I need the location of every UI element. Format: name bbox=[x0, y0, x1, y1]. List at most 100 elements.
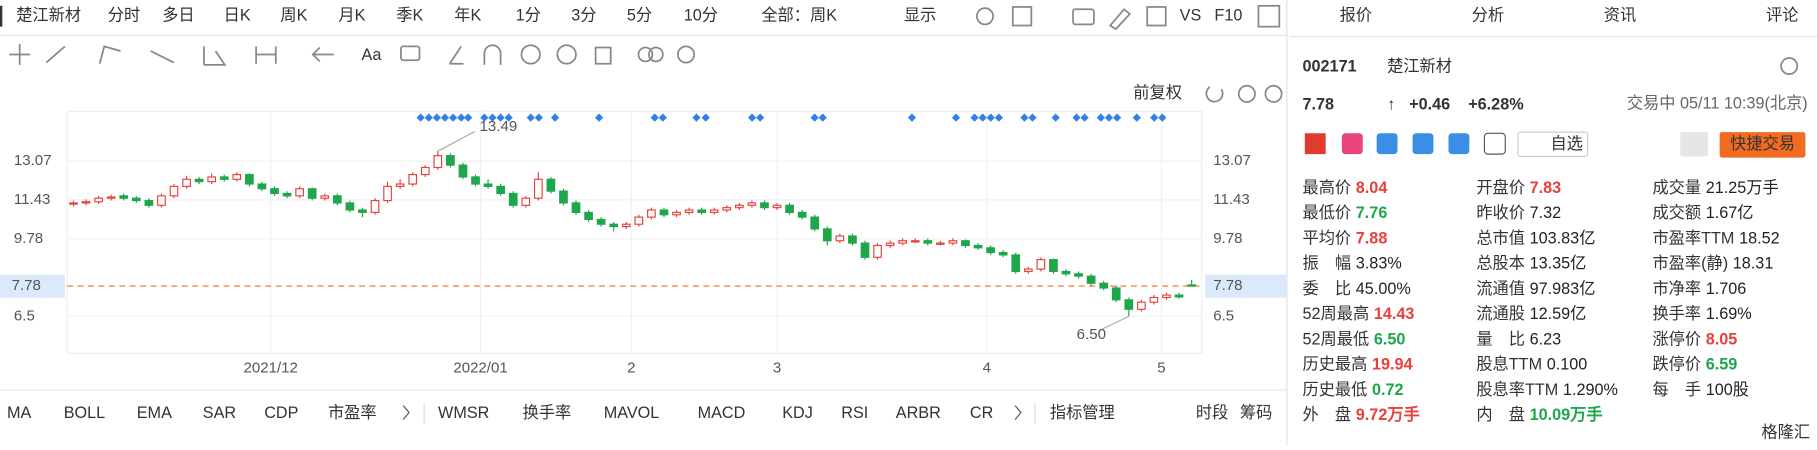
period-tab[interactable]: 10分 bbox=[684, 7, 718, 25]
event-marker[interactable] bbox=[986, 113, 995, 122]
event-marker[interactable] bbox=[1096, 113, 1105, 122]
event-marker[interactable] bbox=[457, 113, 466, 122]
side-tool[interactable]: 时段 bbox=[1196, 404, 1228, 422]
event-marker[interactable] bbox=[692, 113, 701, 122]
stock-name[interactable]: 楚江新材 bbox=[16, 7, 81, 25]
indicator-tab[interactable]: MAVOL bbox=[604, 404, 660, 422]
panel-tab[interactable]: 资讯 bbox=[1604, 7, 1636, 25]
event-marker[interactable] bbox=[1028, 113, 1037, 122]
compare[interactable]: VS bbox=[1180, 7, 1202, 25]
event-marker[interactable] bbox=[994, 113, 1003, 122]
icon-3[interactable] bbox=[1376, 133, 1398, 155]
hide-icon[interactable] bbox=[556, 44, 577, 65]
channel-icon[interactable] bbox=[98, 45, 121, 64]
event-marker[interactable] bbox=[424, 113, 433, 122]
camera-icon[interactable] bbox=[1072, 8, 1095, 26]
event-marker[interactable] bbox=[970, 113, 979, 122]
display-menu[interactable]: 显示 bbox=[904, 7, 936, 25]
bell-button[interactable] bbox=[1680, 132, 1709, 157]
event-marker[interactable] bbox=[416, 113, 425, 122]
event-marker[interactable] bbox=[810, 113, 819, 122]
event-marker[interactable] bbox=[1072, 113, 1081, 122]
period-tab[interactable]: 年K bbox=[454, 7, 481, 25]
arrow-icon[interactable] bbox=[311, 46, 334, 63]
event-marker[interactable] bbox=[1051, 113, 1060, 122]
event-marker[interactable] bbox=[526, 113, 535, 122]
watchlist-label[interactable]: 自选 bbox=[1550, 135, 1582, 153]
event-marker[interactable] bbox=[464, 113, 473, 122]
overlay-icon[interactable] bbox=[637, 46, 654, 63]
indicator-tab[interactable]: KDJ bbox=[782, 404, 813, 422]
adjust-mode[interactable]: 前复权 bbox=[1133, 84, 1182, 102]
overlay-icon-2[interactable] bbox=[648, 46, 664, 63]
icon-5[interactable] bbox=[1448, 133, 1470, 155]
panel-tab[interactable]: 分析 bbox=[1472, 7, 1504, 25]
indicator-tab[interactable]: BOLL bbox=[64, 404, 105, 422]
indicator-tab[interactable]: MA bbox=[7, 404, 32, 422]
event-marker[interactable] bbox=[432, 113, 441, 122]
zoom-out[interactable] bbox=[1237, 84, 1256, 103]
indicator-tab[interactable]: CR bbox=[970, 404, 993, 422]
period-tab[interactable]: 5分 bbox=[627, 7, 652, 25]
icon-6[interactable] bbox=[1483, 132, 1506, 155]
delete-icon[interactable] bbox=[594, 46, 612, 65]
panel-tab[interactable]: 报价 bbox=[1340, 7, 1372, 25]
more-arrow[interactable] bbox=[1014, 405, 1022, 420]
reset-icon[interactable] bbox=[1205, 86, 1224, 103]
wave-icon[interactable] bbox=[150, 50, 175, 64]
period-tab[interactable]: 分时 bbox=[108, 7, 140, 25]
fib-icon[interactable] bbox=[203, 46, 227, 66]
range-icon[interactable] bbox=[255, 46, 277, 64]
indicator-tab[interactable]: ARBR bbox=[896, 404, 941, 422]
indicator-tab[interactable]: 换手率 bbox=[523, 404, 572, 422]
indicator-tab[interactable]: CDP bbox=[264, 404, 298, 422]
indicator-tab[interactable]: SAR bbox=[203, 404, 236, 422]
box-icon[interactable] bbox=[1011, 6, 1033, 27]
fullscreen-icon[interactable] bbox=[1146, 6, 1167, 27]
event-marker[interactable] bbox=[650, 113, 659, 122]
icon-4[interactable] bbox=[1412, 133, 1434, 155]
indicator-tab[interactable]: RSI bbox=[841, 404, 868, 422]
move-icon[interactable] bbox=[9, 44, 31, 65]
font-tool[interactable]: Aa bbox=[362, 46, 383, 64]
watchlist-button[interactable] bbox=[1517, 131, 1589, 158]
indicator-tab[interactable]: EMA bbox=[137, 404, 172, 422]
f10[interactable]: F10 bbox=[1214, 7, 1242, 25]
indicator-manage[interactable]: 指标管理 bbox=[1050, 404, 1115, 422]
lock-icon[interactable] bbox=[520, 44, 541, 65]
period-tab[interactable]: 3分 bbox=[571, 7, 596, 25]
period-tab[interactable]: 日K bbox=[224, 7, 251, 25]
flag-icon[interactable] bbox=[1304, 133, 1326, 155]
event-marker[interactable] bbox=[440, 113, 450, 122]
period-tab[interactable]: 月K bbox=[338, 7, 365, 25]
indicator-tab[interactable]: MACD bbox=[698, 404, 746, 422]
event-marker[interactable] bbox=[1020, 113, 1029, 122]
zoom-in[interactable] bbox=[1264, 84, 1283, 103]
quote-settings[interactable] bbox=[1780, 57, 1799, 76]
trade-label[interactable]: 快捷交易 bbox=[1730, 135, 1795, 153]
range-select[interactable]: 全部：周K bbox=[761, 7, 837, 25]
indicator-tab[interactable]: WMSR bbox=[438, 404, 489, 422]
side-tool[interactable]: 筹码 bbox=[1240, 404, 1272, 422]
note-icon[interactable] bbox=[400, 45, 421, 62]
event-marker[interactable] bbox=[818, 113, 827, 122]
trade-button[interactable] bbox=[1719, 132, 1806, 158]
event-marker[interactable] bbox=[907, 113, 917, 122]
panel-tab[interactable]: 评论 bbox=[1766, 7, 1798, 25]
period-tab[interactable]: 季K bbox=[396, 7, 423, 25]
magnet-icon[interactable] bbox=[483, 44, 502, 65]
icon-2[interactable] bbox=[1341, 133, 1363, 155]
event-marker[interactable] bbox=[1132, 113, 1141, 122]
event-marker[interactable] bbox=[488, 113, 497, 122]
more-arrow[interactable] bbox=[402, 405, 410, 420]
panel-icon[interactable] bbox=[1257, 4, 1281, 28]
angle-icon[interactable] bbox=[448, 45, 464, 65]
event-marker[interactable] bbox=[951, 113, 961, 122]
event-marker[interactable] bbox=[504, 113, 513, 122]
chart-settings-icon[interactable] bbox=[677, 45, 695, 64]
event-marker[interactable] bbox=[658, 113, 667, 122]
period-tab[interactable]: 周K bbox=[280, 7, 307, 25]
event-marker[interactable] bbox=[701, 113, 710, 122]
period-tab[interactable]: 1分 bbox=[516, 7, 541, 25]
settings-icon[interactable] bbox=[976, 7, 994, 26]
